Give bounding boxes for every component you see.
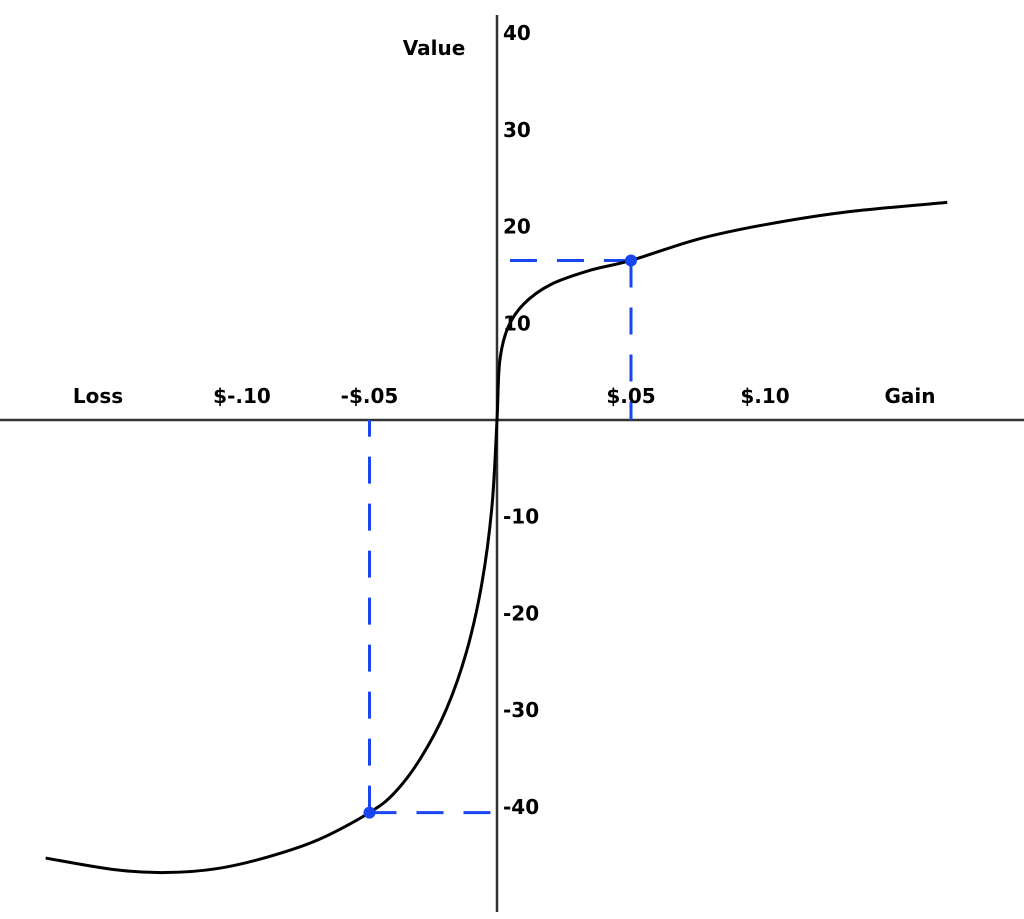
y-tick-label: -30 <box>503 698 539 722</box>
x-tick-label: $.05 <box>606 384 655 408</box>
y-tick-label: -10 <box>503 505 539 529</box>
x-axis-label-loss: Loss <box>73 384 123 408</box>
x-axis-label-gain: Gain <box>884 384 935 408</box>
y-tick-label: -40 <box>503 795 539 819</box>
y-tick-label: 20 <box>503 215 531 239</box>
x-tick-label: $.10 <box>740 384 789 408</box>
y-tick-label: 30 <box>503 118 531 142</box>
x-tick-label: -$.05 <box>341 384 399 408</box>
y-tick-label: 40 <box>503 21 531 45</box>
highlight-point <box>625 254 637 267</box>
y-tick-label: 10 <box>503 311 531 335</box>
x-tick-label: $-.10 <box>213 384 271 408</box>
value-curve <box>45 200 948 875</box>
highlight-point <box>363 806 376 819</box>
y-tick-label: -20 <box>503 601 539 625</box>
y-axis-label: Value <box>403 36 466 60</box>
